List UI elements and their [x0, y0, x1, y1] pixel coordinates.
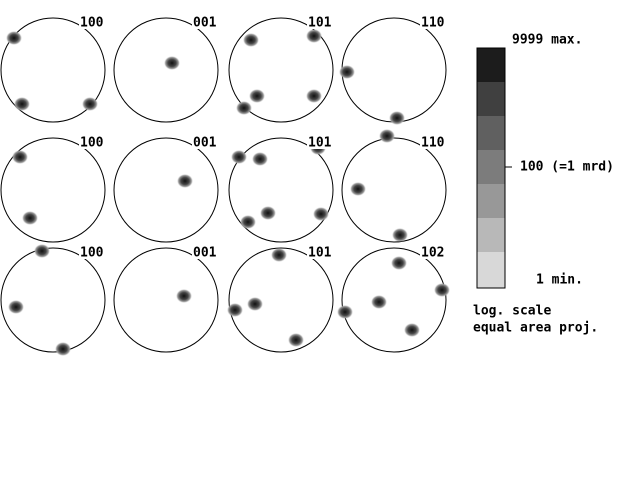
pole-circle [228, 137, 334, 243]
label-bg [307, 245, 333, 259]
pole-spot [379, 129, 395, 143]
pole-spot [339, 65, 355, 79]
pole-figure: 101 [228, 135, 334, 243]
pole-spot [371, 295, 387, 309]
pole-spot [177, 174, 193, 188]
legend-band [477, 82, 505, 116]
pole-figure: 110 [339, 15, 447, 125]
pole-spot [391, 256, 407, 270]
pole-circle [113, 247, 219, 353]
legend-scale: log. scale [473, 304, 551, 319]
pole-circle [0, 137, 106, 243]
label-bg [420, 15, 446, 29]
pole-spot [236, 101, 252, 115]
pole-spot [227, 303, 243, 317]
pole-label: 001 [193, 246, 217, 261]
pole-spot [271, 248, 287, 262]
legend-frame [476, 47, 506, 289]
pole-spot [14, 97, 30, 111]
label-bg [79, 135, 105, 149]
pole-spot [260, 206, 276, 220]
pole-label: 102 [421, 246, 444, 261]
label-bg [420, 245, 446, 259]
pole-label: 100 [80, 16, 104, 31]
pole-spot [288, 333, 304, 347]
pole-figure: 001 [113, 15, 219, 123]
pole-spot [34, 244, 50, 258]
legend-projection: equal area proj. [473, 321, 598, 336]
label-bg [79, 15, 105, 29]
pole-circle [228, 247, 334, 353]
pole-label: 110 [421, 136, 445, 151]
legend-band [477, 184, 505, 218]
legend-mid: 100 (=1 mrd) [520, 160, 614, 175]
legend-band [477, 218, 505, 252]
pole-label: 101 [308, 16, 332, 31]
pole-spot [434, 283, 450, 297]
pole-spot [243, 33, 259, 47]
pole-spot [6, 31, 22, 45]
pole-spot [337, 305, 353, 319]
pole-spot [8, 300, 24, 314]
legend-band [477, 252, 505, 288]
legend-band [477, 116, 505, 150]
label-bg [307, 135, 333, 149]
pole-spot [176, 289, 192, 303]
pole-spot [306, 89, 322, 103]
legend-band [477, 150, 505, 184]
label-bg [307, 15, 333, 29]
pole-label: 101 [308, 246, 332, 261]
label-bg [79, 245, 105, 259]
pole-spot [12, 150, 28, 164]
pole-label: 001 [193, 136, 217, 151]
pole-figure: 100 [0, 15, 106, 123]
pole-spot [392, 228, 408, 242]
pole-figure: 110 [341, 129, 447, 243]
label-bg [192, 135, 218, 149]
pole-spot [164, 56, 180, 70]
pole-spot [22, 211, 38, 225]
pole-circle [0, 17, 106, 123]
pole-spot [247, 297, 263, 311]
pole-spot [252, 152, 268, 166]
pole-spot [82, 97, 98, 111]
pole-label: 001 [193, 16, 217, 31]
pole-label: 100 [80, 246, 104, 261]
pole-spot [350, 182, 366, 196]
pole-figure: 100 [0, 244, 106, 356]
pole-figure: 100 [0, 135, 106, 243]
legend: 9999 max. 100 (=1 mrd) 1 min. log. scale… [473, 33, 614, 336]
pole-figure: 102 [337, 245, 450, 353]
legend-min: 1 min. [536, 273, 583, 288]
pole-figure: 101 [228, 15, 334, 123]
pole-label: 101 [308, 136, 332, 151]
legend-max: 9999 max. [512, 33, 582, 48]
pole-label: 110 [421, 16, 445, 31]
label-bg [192, 245, 218, 259]
pole-spot [249, 89, 265, 103]
pole-spot [389, 111, 405, 125]
pole-spot [55, 342, 71, 356]
pole-circle [228, 17, 334, 123]
pole-figure: 001 [113, 135, 219, 243]
pole-spot [404, 323, 420, 337]
label-bg [192, 15, 218, 29]
pole-circle [0, 247, 106, 353]
pole-circle [113, 17, 219, 123]
label-bg [420, 135, 446, 149]
pole-spot [240, 215, 256, 229]
pole-spot [306, 29, 322, 43]
pole-circle [341, 17, 447, 123]
pole-circle [341, 247, 447, 353]
pole-figure: 001 [113, 245, 219, 353]
pole-label: 100 [80, 136, 104, 151]
pole-figures: 100 001 101 110 100 001 101 110 100 001 101 102 [0, 15, 450, 356]
pole-spot [231, 150, 247, 164]
legend-band [477, 48, 505, 82]
pole-spot [313, 207, 329, 221]
pole-circle [113, 137, 219, 243]
pole-figure: 101 [227, 245, 334, 353]
